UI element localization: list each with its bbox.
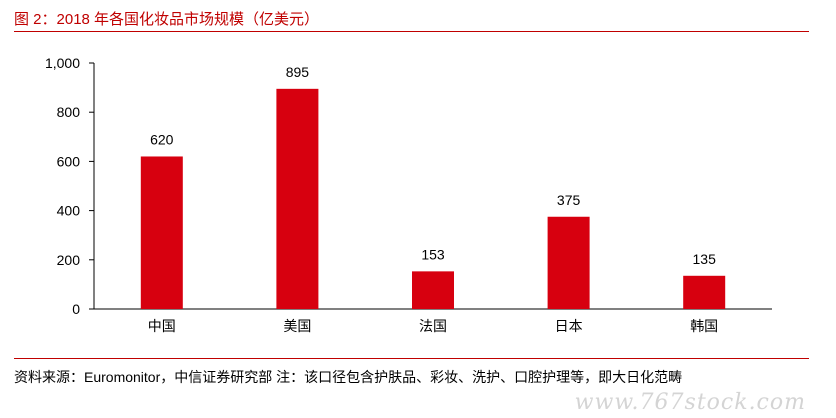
x-tick-label: 日本 — [555, 318, 583, 334]
value-labels: 620 895 153 375 135 — [150, 64, 716, 267]
bar — [683, 275, 726, 309]
y-tick-label: 0 — [72, 301, 80, 317]
figure-title: 图 2：2018 年各国化妆品市场规模（亿美元） — [14, 11, 320, 28]
watermark: www.767stock.com — [574, 390, 806, 415]
x-tick-label: 法国 — [419, 318, 447, 334]
source-note: 资料来源：Euromonitor，中信证券研究部 注：该口径包含护肤品、彩妆、洗… — [14, 369, 683, 385]
x-axis: 中国 美国 法国 日本 韩国 — [94, 308, 772, 334]
value-label: 375 — [557, 192, 581, 208]
value-label: 153 — [421, 246, 445, 262]
bar — [412, 271, 454, 309]
value-label: 895 — [286, 64, 310, 80]
value-label: 135 — [693, 251, 717, 267]
x-tick-label: 中国 — [148, 318, 176, 334]
bar — [547, 216, 590, 309]
bar — [276, 88, 319, 309]
y-tick-label: 200 — [57, 252, 81, 268]
y-tick-label: 800 — [57, 104, 81, 120]
source-divider — [14, 358, 809, 359]
y-axis: 0 200 400 600 800 1,000 — [45, 55, 95, 317]
y-tick-label: 1,000 — [45, 55, 80, 71]
bars — [140, 88, 726, 309]
title-divider — [14, 31, 809, 32]
value-label: 620 — [150, 131, 174, 147]
x-tick-label: 韩国 — [690, 318, 718, 334]
bar — [140, 156, 183, 309]
x-tick-label: 美国 — [283, 318, 311, 334]
y-tick-label: 600 — [57, 153, 81, 169]
y-tick-label: 400 — [57, 203, 81, 219]
